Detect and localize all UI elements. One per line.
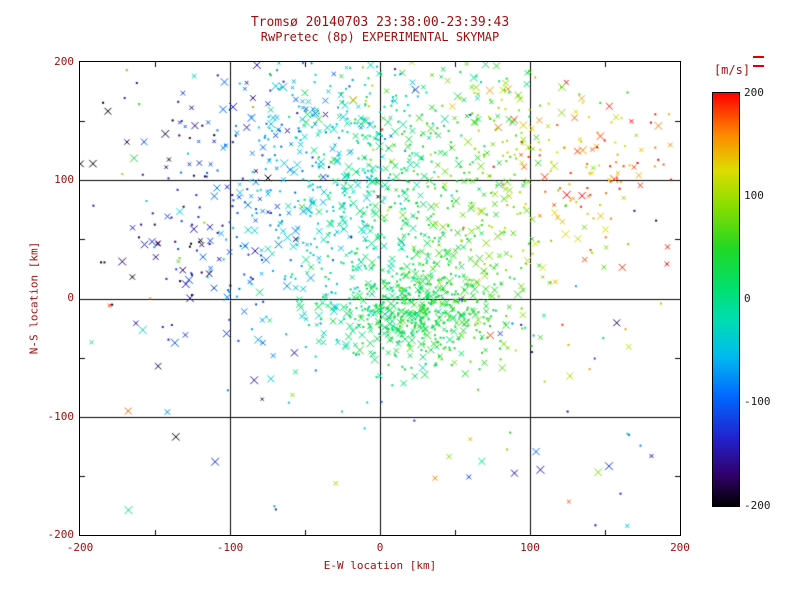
y-tick-label: -100 <box>47 410 75 423</box>
scatter-canvas <box>80 62 680 535</box>
colorbar-tick-label: 100 <box>744 189 764 202</box>
plot-area <box>79 61 681 536</box>
colorbar-tick-label: -200 <box>744 499 771 512</box>
x-tick-label: 200 <box>670 541 690 554</box>
y-tick-label: 200 <box>54 55 74 68</box>
x-tick-label: -100 <box>216 541 244 554</box>
x-axis-label: E-W location [km] <box>323 559 437 572</box>
y-tick-label: -200 <box>47 528 75 541</box>
colorbar <box>712 92 740 507</box>
colorbar-tick-label: 200 <box>744 86 764 99</box>
colorbar-units-label: [m/s] <box>713 63 751 77</box>
x-tick-label: 0 <box>376 541 384 554</box>
plot-title: Tromsø 20140703 23:38:00-23:39:43 <box>250 15 510 30</box>
plot-subtitle: RwPretec (8p) EXPERIMENTAL SKYMAP <box>260 30 500 44</box>
x-tick-label: 100 <box>520 541 540 554</box>
y-tick-label: 100 <box>54 173 74 186</box>
colorbar-tick-label: -100 <box>744 395 771 408</box>
colorbar-max-marker <box>753 56 764 67</box>
colorbar-gradient <box>713 93 739 506</box>
y-tick-label: 0 <box>67 291 74 304</box>
colorbar-tick-label: 0 <box>744 292 751 305</box>
x-tick-label: -200 <box>66 541 94 554</box>
y-axis-label: N-S location [km] <box>27 241 41 355</box>
